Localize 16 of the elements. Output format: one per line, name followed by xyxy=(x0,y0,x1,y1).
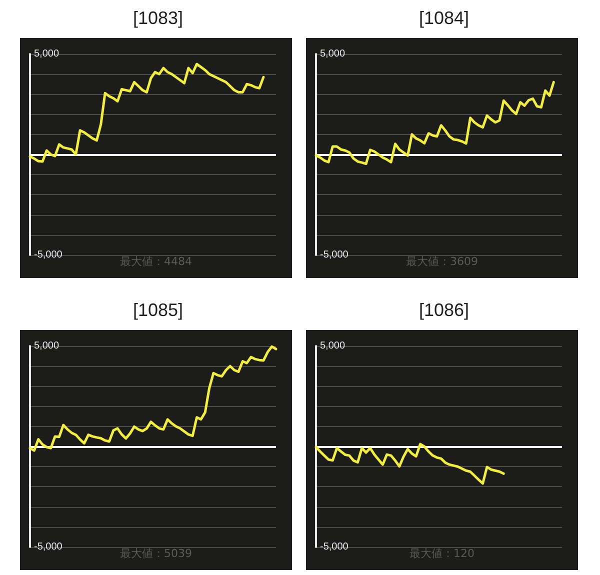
chart-title: [1084] xyxy=(418,7,470,30)
y-tick-label: 5,000 xyxy=(320,48,346,60)
annotation: 最大値：4484 xyxy=(120,255,192,268)
y-tick-label: 5,000 xyxy=(34,340,60,352)
y-tick-label: -5,000 xyxy=(320,542,349,552)
annotation: 最大値：120 xyxy=(410,547,474,560)
y-tick-label: 5,000 xyxy=(34,48,60,60)
chart-title: [1083] xyxy=(132,7,184,30)
chart-title: [1086] xyxy=(418,299,470,322)
chart-title: [1085] xyxy=(132,299,184,322)
y-tick-label: -5,000 xyxy=(34,542,63,552)
annotation: 最大値：5039 xyxy=(120,547,192,560)
y-tick-label: -5,000 xyxy=(320,250,349,260)
y-tick-label: -5,000 xyxy=(34,250,63,260)
y-tick-label: 5,000 xyxy=(320,340,346,352)
annotation: 最大値：3609 xyxy=(406,255,478,268)
